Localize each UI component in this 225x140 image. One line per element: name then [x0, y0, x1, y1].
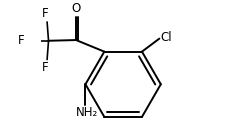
- Text: F: F: [41, 7, 48, 20]
- Text: O: O: [71, 2, 80, 15]
- Text: F: F: [18, 34, 25, 47]
- Text: NH₂: NH₂: [75, 106, 98, 119]
- Text: Cl: Cl: [160, 31, 172, 44]
- Text: F: F: [41, 61, 48, 74]
